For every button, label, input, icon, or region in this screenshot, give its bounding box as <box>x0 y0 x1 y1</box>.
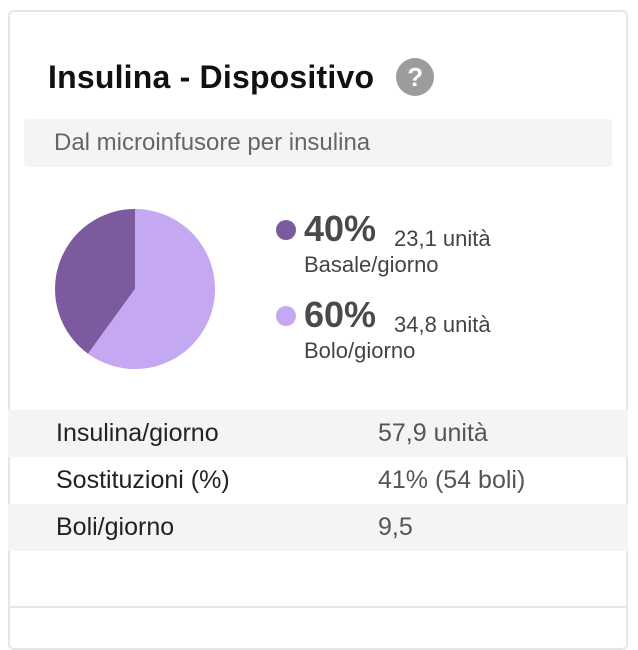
insulin-pie-chart <box>55 209 216 369</box>
legend-percent-bolo: 60% <box>304 294 377 335</box>
card-header: Insulina - Dispositivo ? <box>48 58 435 96</box>
pie-slice-bolo <box>87 209 216 369</box>
stat-value-sostituzioni: 41% (54 boli) <box>378 466 526 494</box>
stat-row-boli: Boli/giorno 9,5 <box>8 504 628 551</box>
legend-caption-bolo: Bolo/giorno <box>304 338 416 363</box>
legend-units-basale: 23,1 unità <box>394 226 491 251</box>
stat-label-insulina: Insulina/giorno <box>56 419 219 447</box>
card-title: Insulina - Dispositivo <box>48 58 375 95</box>
legend-percent-basale: 40% <box>304 208 377 249</box>
stat-value-boli: 9,5 <box>378 513 413 541</box>
stat-row-sostituzioni: Sostituzioni (%) 41% (54 boli) <box>8 457 628 504</box>
stat-value-insulina: 57,9 unità <box>378 419 488 447</box>
legend-dot-bolo <box>276 306 296 326</box>
stats-table: Insulina/giorno 57,9 unità Sostituzioni … <box>8 410 628 551</box>
card-subtitle: Dal microinfusore per insulina <box>24 119 612 167</box>
help-icon[interactable]: ? <box>396 58 435 96</box>
stat-label-sostituzioni: Sostituzioni (%) <box>56 466 230 494</box>
stat-label-boli: Boli/giorno <box>56 513 175 541</box>
stat-row-insulina: Insulina/giorno 57,9 unità <box>8 410 628 457</box>
pie-slice-basale <box>55 209 136 354</box>
legend-dot-basale <box>276 220 296 240</box>
card-divider <box>8 606 628 608</box>
legend-units-bolo: 34,8 unità <box>394 312 491 337</box>
legend-caption-basale: Basale/giorno <box>304 252 439 277</box>
